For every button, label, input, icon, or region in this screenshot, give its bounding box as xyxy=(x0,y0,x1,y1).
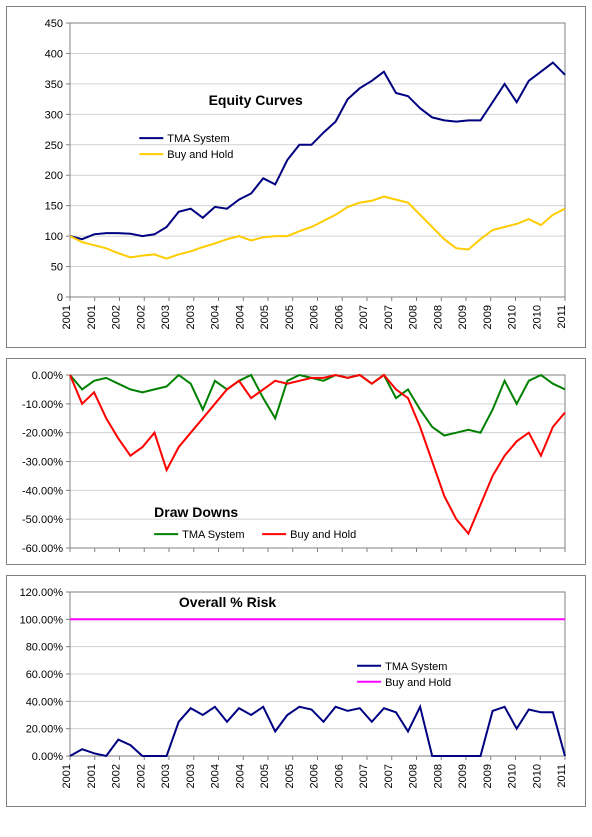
y-axis-label: 150 xyxy=(45,201,63,213)
legend-label: TMA System xyxy=(182,529,244,541)
chart-title: Draw Downs xyxy=(154,504,238,520)
series-tma-system xyxy=(70,707,565,756)
x-axis-label: 2007 xyxy=(358,305,370,329)
x-axis-label: 2002 xyxy=(135,305,147,329)
draw-downs-chart: -60.00% -50.00% -40.00% -30.00% -20.00% -10.0… xyxy=(6,358,586,565)
x-axis-label: 2004 xyxy=(210,764,222,788)
x-axis-label: 2006 xyxy=(333,764,345,788)
y-axis-label: 100 xyxy=(45,231,63,243)
draw-downs-chart-svg: -60.00% -50.00% -40.00% -30.00% -20.00% -10.0… xyxy=(15,367,575,556)
x-axis-label: 2010 xyxy=(507,764,519,788)
y-axis-label: 100.00% xyxy=(20,614,64,626)
y-axis-label: -10.00% xyxy=(22,399,63,411)
x-axis-label: 2004 xyxy=(210,305,222,329)
x-axis-label: 2006 xyxy=(333,305,345,329)
x-axis-label: 2004 xyxy=(234,305,246,329)
x-axis-label: 2003 xyxy=(185,305,197,329)
x-axis-label: 2009 xyxy=(457,305,469,329)
x-axis-label: 2009 xyxy=(482,764,494,788)
x-axis-label: 2001 xyxy=(86,305,98,329)
y-axis-label: 200 xyxy=(45,170,63,182)
y-axis-label: 60.00% xyxy=(26,669,64,681)
overall-risk-chart: 0.00% 20.00% 40.00% 60.00% 80.00% 100.00% 120.… xyxy=(6,575,586,807)
equity-curves-chart-svg: 0 50 100 150 200 250 300 350 400 450 2001 2001 2002 2… xyxy=(15,15,575,339)
y-axis-label: 80.00% xyxy=(26,642,64,654)
series-tma-system xyxy=(70,375,565,436)
x-axis-label: 2002 xyxy=(135,764,147,788)
y-axis-label: 250 xyxy=(45,140,63,152)
x-axis-label: 2005 xyxy=(259,764,271,788)
x-axis-label: 2001 xyxy=(61,305,73,329)
x-axis-label: 2005 xyxy=(284,764,296,788)
legend-label: TMA System xyxy=(167,133,229,145)
x-axis-label: 2011 xyxy=(556,305,568,329)
y-axis-label: -20.00% xyxy=(22,428,63,440)
chart-title: Overall % Risk xyxy=(179,594,276,610)
x-axis-label: 2011 xyxy=(556,764,568,788)
x-axis-label: 2010 xyxy=(531,764,543,788)
y-axis-label: -40.00% xyxy=(22,485,63,497)
x-axis-label: 2005 xyxy=(259,305,271,329)
y-axis-label: -50.00% xyxy=(22,514,63,526)
x-axis-label: 2002 xyxy=(111,764,123,788)
x-axis-label: 2008 xyxy=(408,764,420,788)
y-axis-label: 120.00% xyxy=(20,587,64,599)
chart-title: Equity Curves xyxy=(209,92,303,108)
x-axis-label: 2004 xyxy=(234,764,246,788)
series-tma-system xyxy=(70,63,565,240)
x-axis-label: 2006 xyxy=(309,305,321,329)
y-axis-label: 400 xyxy=(45,48,63,60)
y-axis-label: 0.00% xyxy=(32,370,63,382)
x-axis-label: 2007 xyxy=(358,764,370,788)
x-axis-label: 2009 xyxy=(457,764,469,788)
legend-label: Buy and Hold xyxy=(385,677,451,689)
x-axis-label: 2001 xyxy=(86,764,98,788)
y-axis-label: 450 xyxy=(45,18,63,30)
y-axis-label: -60.00% xyxy=(22,543,63,555)
x-axis-label: 2003 xyxy=(185,764,197,788)
x-axis-label: 2001 xyxy=(61,764,73,788)
legend-label: TMA System xyxy=(385,661,447,673)
series-buy-and-hold xyxy=(70,375,565,534)
x-axis-label: 2003 xyxy=(160,305,172,329)
y-axis-label: 350 xyxy=(45,79,63,91)
y-axis-label: 40.00% xyxy=(26,696,64,708)
x-axis-label: 2008 xyxy=(432,305,444,329)
y-axis-label: -30.00% xyxy=(22,457,63,469)
x-axis-label: 2008 xyxy=(432,764,444,788)
legend-label: Buy and Hold xyxy=(290,529,356,541)
x-axis-label: 2010 xyxy=(531,305,543,329)
y-axis-label: 0.00% xyxy=(32,751,63,763)
x-axis-label: 2007 xyxy=(383,305,395,329)
equity-curves-chart: 0 50 100 150 200 250 300 350 400 450 2001 2001 2002 2… xyxy=(6,6,586,348)
x-axis-label: 2010 xyxy=(507,305,519,329)
x-axis-label: 2003 xyxy=(160,764,172,788)
y-axis-label: 0 xyxy=(57,292,63,304)
x-axis-label: 2009 xyxy=(482,305,494,329)
y-axis-label: 300 xyxy=(45,109,63,121)
y-axis-label: 20.00% xyxy=(26,724,64,736)
x-axis-label: 2002 xyxy=(111,305,123,329)
x-axis-label: 2007 xyxy=(383,764,395,788)
legend-label: Buy and Hold xyxy=(167,149,233,161)
y-axis-label: 50 xyxy=(51,262,63,274)
x-axis-label: 2005 xyxy=(284,305,296,329)
overall-risk-chart-svg: 0.00% 20.00% 40.00% 60.00% 80.00% 100.00% 120.… xyxy=(15,584,575,798)
x-axis-label: 2008 xyxy=(408,305,420,329)
x-axis-label: 2006 xyxy=(309,764,321,788)
